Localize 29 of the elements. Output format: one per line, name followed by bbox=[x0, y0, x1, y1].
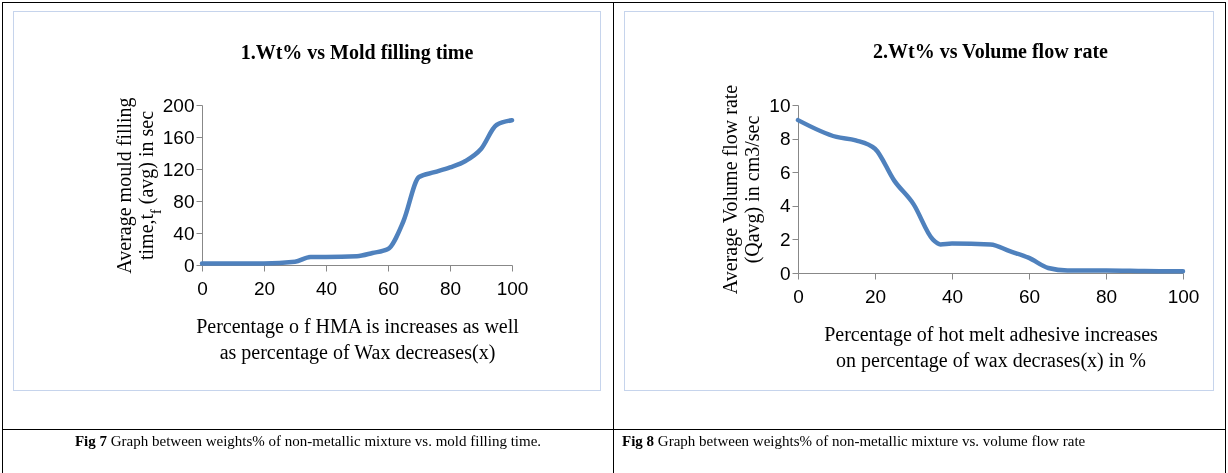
x-tick-label: 40 bbox=[941, 285, 964, 307]
chart-title: 2.Wt% vs Volume flow rate bbox=[873, 40, 1109, 63]
x-tick-label: 20 bbox=[253, 277, 276, 299]
caption: Fig 7 Graph between weights% of non-metallic mixture vs. mold filling time. bbox=[3, 429, 613, 473]
x-tick-label: 80 bbox=[439, 277, 462, 299]
x-tick-label: 100 bbox=[1167, 285, 1200, 307]
y-axis-title: Average Volume flow rate (Qavg) in cm3/sec bbox=[719, 84, 765, 295]
y-tick-label: 40 bbox=[173, 222, 195, 244]
y-tick-label: 2 bbox=[779, 228, 791, 250]
y-tick-label: 80 bbox=[173, 190, 195, 212]
x-tick-label: 80 bbox=[1095, 285, 1118, 307]
caption: Fig 8 Graph between weights% of non-metallic mixture vs. volume flow rate bbox=[614, 429, 1226, 473]
y-tick-label: 8 bbox=[779, 128, 791, 150]
y-tick-label: 160 bbox=[162, 126, 195, 148]
y-tick-label: 4 bbox=[779, 195, 791, 217]
y-tick-label: 0 bbox=[183, 254, 195, 276]
x-tick-label: 60 bbox=[1018, 285, 1041, 307]
x-axis-title: Percentage of hot melt adhesive increases on percentage of wax decrases(x) in % bbox=[824, 322, 1159, 372]
y-tick-label: 6 bbox=[779, 161, 791, 183]
x-tick-label: 20 bbox=[864, 285, 887, 307]
y-tick-label: 200 bbox=[162, 94, 195, 116]
y-tick-label: 120 bbox=[162, 158, 195, 180]
x-axis-title: Percentage o f HMA is increases as well as percentage of Wax decreases(x) bbox=[196, 314, 520, 364]
x-tick-label: 40 bbox=[315, 277, 338, 299]
x-tick-label: 100 bbox=[496, 277, 529, 299]
chart-title: 1.Wt% vs Mold filling time bbox=[240, 40, 474, 64]
x-tick-label: 60 bbox=[377, 277, 400, 299]
y-tick-label: 0 bbox=[779, 262, 791, 284]
y-tick-label: 10 bbox=[769, 94, 791, 116]
